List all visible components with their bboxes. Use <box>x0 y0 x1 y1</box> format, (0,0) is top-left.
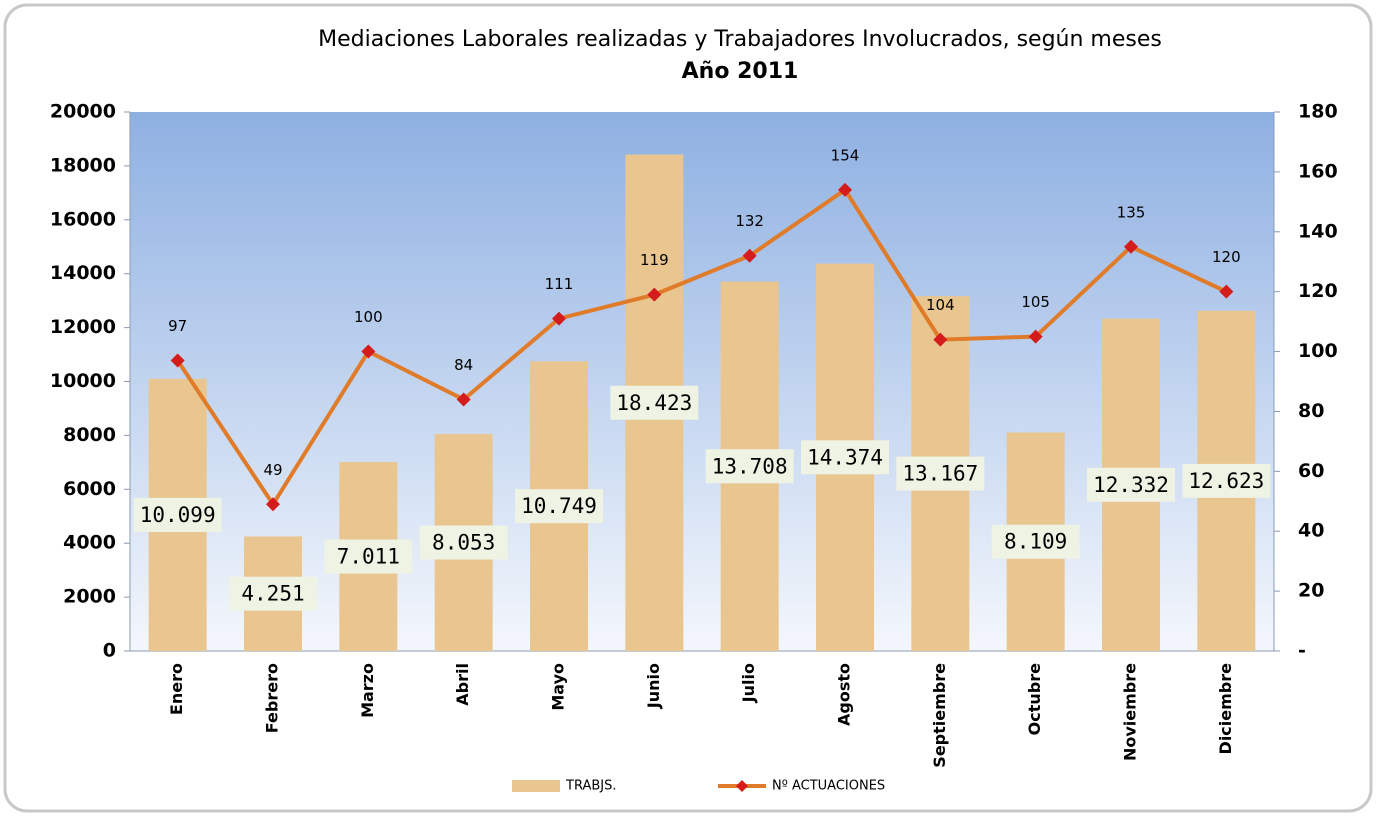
x-tick-label: Abril <box>453 663 472 706</box>
chart-title: Mediaciones Laborales realizadas y Traba… <box>318 27 1162 52</box>
bar-label: 13.708 <box>712 454 788 478</box>
x-tick-label: Julio <box>739 663 758 703</box>
x-tick-label: Mayo <box>549 663 568 711</box>
bar-label: 8.109 <box>1004 530 1067 554</box>
bar-label: 8.053 <box>432 530 495 554</box>
point-label: 135 <box>1117 203 1146 221</box>
bar-label: 14.374 <box>807 445 883 469</box>
bar-label: 12.623 <box>1188 469 1264 493</box>
x-tick-label: Noviembre <box>1121 663 1140 761</box>
bar-label-bg <box>705 449 794 484</box>
marker <box>1028 329 1043 344</box>
y2-tick-label: - <box>1298 640 1306 662</box>
bar-label-bg <box>515 489 603 524</box>
bar-label-bg <box>229 576 317 611</box>
point-label: 84 <box>454 356 473 374</box>
point-label: 111 <box>545 275 574 293</box>
marker <box>456 392 471 407</box>
y2-tick-label: 20 <box>1298 580 1324 602</box>
bar-label-bg <box>324 539 413 574</box>
marker <box>1124 239 1138 254</box>
y-tick-label: 10000 <box>50 370 116 392</box>
y-tick-label: 8000 <box>63 424 116 446</box>
line <box>176 187 1228 508</box>
x-tick-label: Enero <box>167 663 186 715</box>
y2-tick-label: 120 <box>1298 280 1338 302</box>
bar-label: 10.749 <box>521 494 597 518</box>
bar-label-bg <box>896 456 985 491</box>
marker <box>361 344 376 359</box>
bar-label: 18.423 <box>616 391 692 415</box>
x-tick-label: Febrero <box>263 663 282 733</box>
marker <box>1219 284 1234 299</box>
marker <box>838 182 852 197</box>
bar-label: 10.099 <box>140 503 216 527</box>
marker <box>552 311 566 326</box>
marker <box>742 248 757 263</box>
bar-label-bg <box>991 524 1080 559</box>
y2-tick-label: 60 <box>1298 460 1324 482</box>
y-tick-label: 4000 <box>63 532 116 554</box>
x-tick-label: Marzo <box>358 663 377 718</box>
legend-label: TRABJS. <box>565 779 616 794</box>
y-tick-label: 16000 <box>50 208 116 230</box>
y-tick-label: 0 <box>103 640 116 662</box>
chart-subtitle: Año 2011 <box>682 59 799 84</box>
y2-tick-label: 180 <box>1298 101 1338 123</box>
y-tick-label: 12000 <box>50 316 116 338</box>
y2-tick-label: 140 <box>1298 220 1338 242</box>
bar-label: 4.251 <box>241 582 304 606</box>
bar-label: 12.332 <box>1093 473 1169 497</box>
x-tick-label: Septiembre <box>930 663 949 768</box>
point-label: 132 <box>735 212 764 230</box>
x-tick-label: Diciembre <box>1216 663 1235 755</box>
legend-swatch <box>512 780 560 792</box>
bar-label-bg <box>419 525 508 560</box>
y-tick-label: 18000 <box>50 154 116 176</box>
bar-label: 7.011 <box>337 545 400 569</box>
y-tick-label: 20000 <box>50 101 116 123</box>
legend-marker <box>736 780 748 792</box>
marker <box>266 497 280 512</box>
marker <box>170 353 185 368</box>
y-tick-label: 2000 <box>63 586 116 608</box>
bar-label-bg <box>133 497 222 532</box>
bar-label-bg <box>610 385 699 420</box>
point-label: 104 <box>926 296 955 314</box>
point-label: 105 <box>1021 293 1050 311</box>
point-label: 120 <box>1212 248 1241 266</box>
bar-label-bg <box>1087 467 1175 502</box>
x-tick-label: Agosto <box>835 663 854 726</box>
x-tick-label: Octubre <box>1025 663 1044 735</box>
point-label: 119 <box>640 251 669 269</box>
marker <box>647 287 662 302</box>
y-tick-label: 6000 <box>63 478 116 500</box>
y2-tick-label: 160 <box>1298 160 1338 182</box>
point-label: 100 <box>354 308 383 326</box>
point-label: 97 <box>168 317 187 335</box>
point-label: 49 <box>263 461 282 479</box>
bar-label-bg <box>1182 463 1271 498</box>
y2-tick-label: 100 <box>1298 340 1338 362</box>
y2-tick-label: 80 <box>1298 400 1324 422</box>
plot-area <box>130 112 1274 651</box>
bar-label-bg <box>801 440 889 475</box>
y2-tick-label: 40 <box>1298 520 1324 542</box>
marker <box>933 332 948 347</box>
bar-label: 13.167 <box>902 462 978 486</box>
x-tick-label: Junio <box>644 663 663 709</box>
y-tick-label: 14000 <box>50 262 116 284</box>
point-label: 154 <box>831 146 860 164</box>
legend-label: Nº ACTUACIONES <box>772 779 885 794</box>
